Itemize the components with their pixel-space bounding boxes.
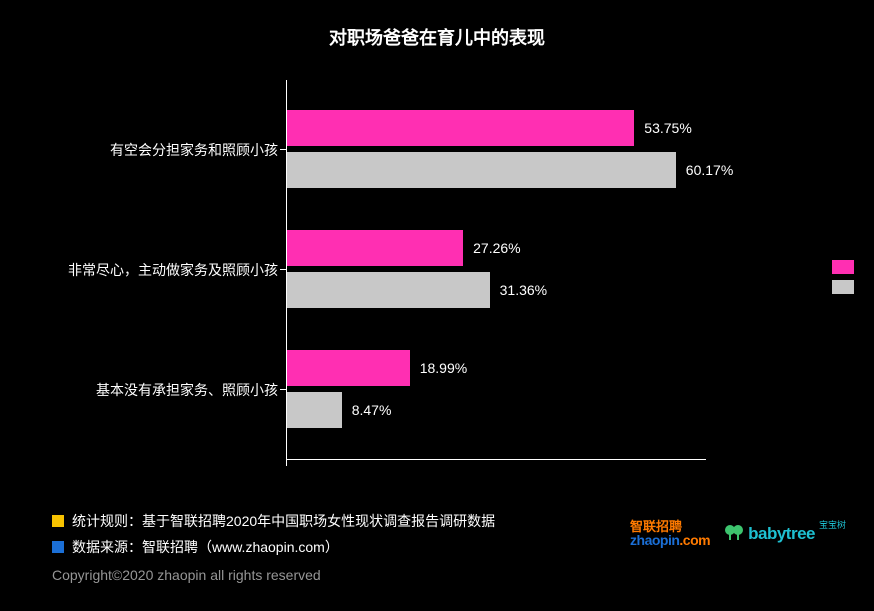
footer-source-line: 数据来源：智联招聘（www.zhaopin.com）: [52, 537, 495, 557]
zhaopin-logo-en-a: zhaopin: [630, 532, 679, 548]
footer-source-text: 数据来源：智联招聘（www.zhaopin.com）: [72, 537, 339, 557]
bar-value-label: 18.99%: [410, 360, 467, 376]
legend-item: [832, 280, 854, 294]
y-tick: [280, 389, 286, 390]
chart-title: 对职场爸爸在育儿中的表现: [0, 24, 874, 50]
chart-plot-area: 53.75% 60.17% 27.26% 31.36% 18.99% 8.47%: [286, 80, 706, 460]
bar: 31.36%: [287, 272, 490, 308]
bar: 8.47%: [287, 392, 342, 428]
y-tick: [280, 269, 286, 270]
bullet-icon: [52, 541, 64, 553]
babytree-logo: babytree 宝宝树: [724, 522, 846, 545]
x-tick: [286, 460, 287, 466]
category-label: 非常尽心，主动做家务及照顾小孩: [18, 260, 278, 280]
bar: 27.26%: [287, 230, 463, 266]
bar-value-label: 60.17%: [676, 162, 733, 178]
bar-group: 27.26% 31.36%: [286, 230, 706, 318]
babytree-logo-text: babytree: [748, 525, 815, 542]
category-label: 基本没有承担家务、照顾小孩: [18, 380, 278, 400]
zhaopin-logo-en-b: .com: [679, 532, 710, 548]
bar: 18.99%: [287, 350, 410, 386]
babytree-logo-cn: 宝宝树: [819, 521, 846, 530]
logo-row: 智联招聘 zhaopin.com babytree 宝宝树: [630, 520, 846, 547]
legend-item: [832, 260, 854, 274]
footer-rule-text: 统计规则：基于智联招聘2020年中国职场女性现状调查报告调研数据: [72, 511, 495, 531]
y-tick: [280, 149, 286, 150]
bar-group: 53.75% 60.17%: [286, 110, 706, 198]
x-axis-line: [286, 459, 706, 460]
tree-icon: [724, 522, 744, 545]
bullet-icon: [52, 515, 64, 527]
chart-legend: [832, 260, 854, 300]
bar: 60.17%: [287, 152, 676, 188]
category-label: 有空会分担家务和照顾小孩: [18, 140, 278, 160]
bar-value-label: 53.75%: [634, 120, 691, 136]
bar-value-label: 8.47%: [342, 402, 392, 418]
bar-value-label: 27.26%: [463, 240, 520, 256]
copyright-text: Copyright©2020 zhaopin all rights reserv…: [52, 567, 495, 583]
zhaopin-logo: 智联招聘 zhaopin.com: [630, 520, 710, 547]
bar: 53.75%: [287, 110, 634, 146]
bar-value-label: 31.36%: [490, 282, 547, 298]
legend-swatch: [832, 280, 854, 294]
zhaopin-logo-en: zhaopin.com: [630, 533, 710, 547]
legend-swatch: [832, 260, 854, 274]
footer-rule-line: 统计规则：基于智联招聘2020年中国职场女性现状调查报告调研数据: [52, 511, 495, 531]
bar-group: 18.99% 8.47%: [286, 350, 706, 438]
chart-footer: 统计规则：基于智联招聘2020年中国职场女性现状调查报告调研数据 数据来源：智联…: [52, 511, 495, 583]
